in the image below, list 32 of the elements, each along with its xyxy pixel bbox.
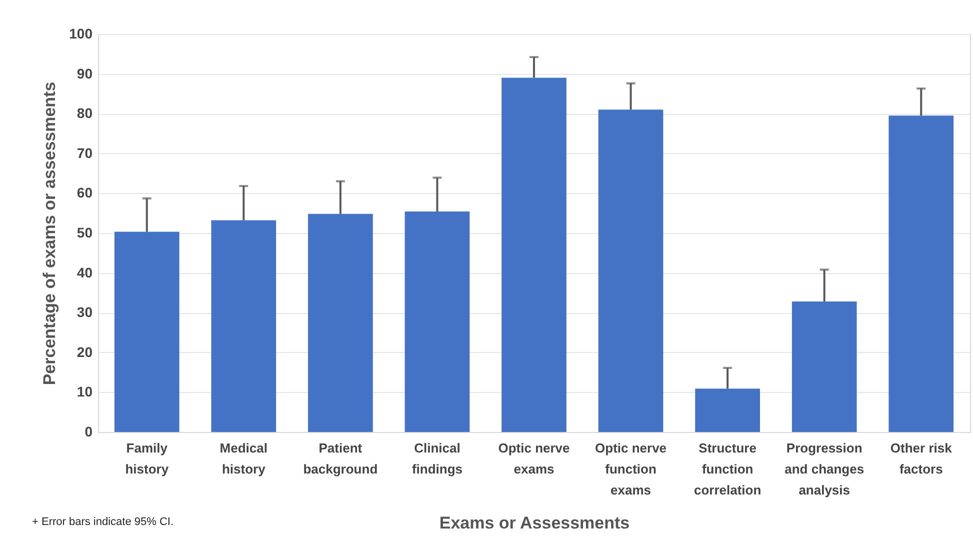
y-tick-label: 40: [76, 264, 93, 280]
y-tick-label: 60: [76, 184, 93, 201]
x-axis-title: Exams or Assessments: [439, 514, 630, 532]
y-tick-label: 100: [69, 26, 93, 42]
bar: [695, 388, 760, 432]
x-tick-label: Structure function correlation: [694, 440, 762, 498]
bar: [404, 212, 470, 432]
x-tick-label: Other risk factors: [890, 440, 953, 476]
x-tick-label: Progression and changes analysis: [784, 440, 864, 498]
y-tick-label: 10: [76, 384, 93, 400]
y-tick-label: 70: [76, 144, 93, 161]
x-tick-label: Optic nerve exams: [498, 440, 570, 476]
bar: [114, 232, 180, 432]
y-tick-label: 50: [76, 224, 93, 240]
y-tick-label: 20: [76, 344, 93, 360]
bar: [308, 214, 373, 432]
bar: [598, 110, 664, 432]
x-tick-label: Clinical findings: [412, 440, 462, 476]
x-tick-label: Optic nerve function exams: [595, 440, 667, 498]
x-tick-label: Patient background: [303, 440, 378, 476]
y-tick-label: 0: [84, 424, 93, 440]
bar: [502, 78, 566, 432]
x-tick-label: Medical history: [220, 440, 268, 476]
x-tick-label: Family history: [125, 440, 170, 476]
y-tick-label: 80: [76, 105, 93, 122]
text: + Error bars indicate 95% CI.: [32, 516, 174, 528]
y-tick-label: 90: [76, 65, 93, 82]
bar: [211, 220, 276, 432]
bar: [888, 116, 954, 432]
y-tick-label: 30: [76, 304, 93, 320]
y-axis-title: Percentage of exams or assessments: [40, 82, 60, 386]
bar: [792, 301, 857, 432]
